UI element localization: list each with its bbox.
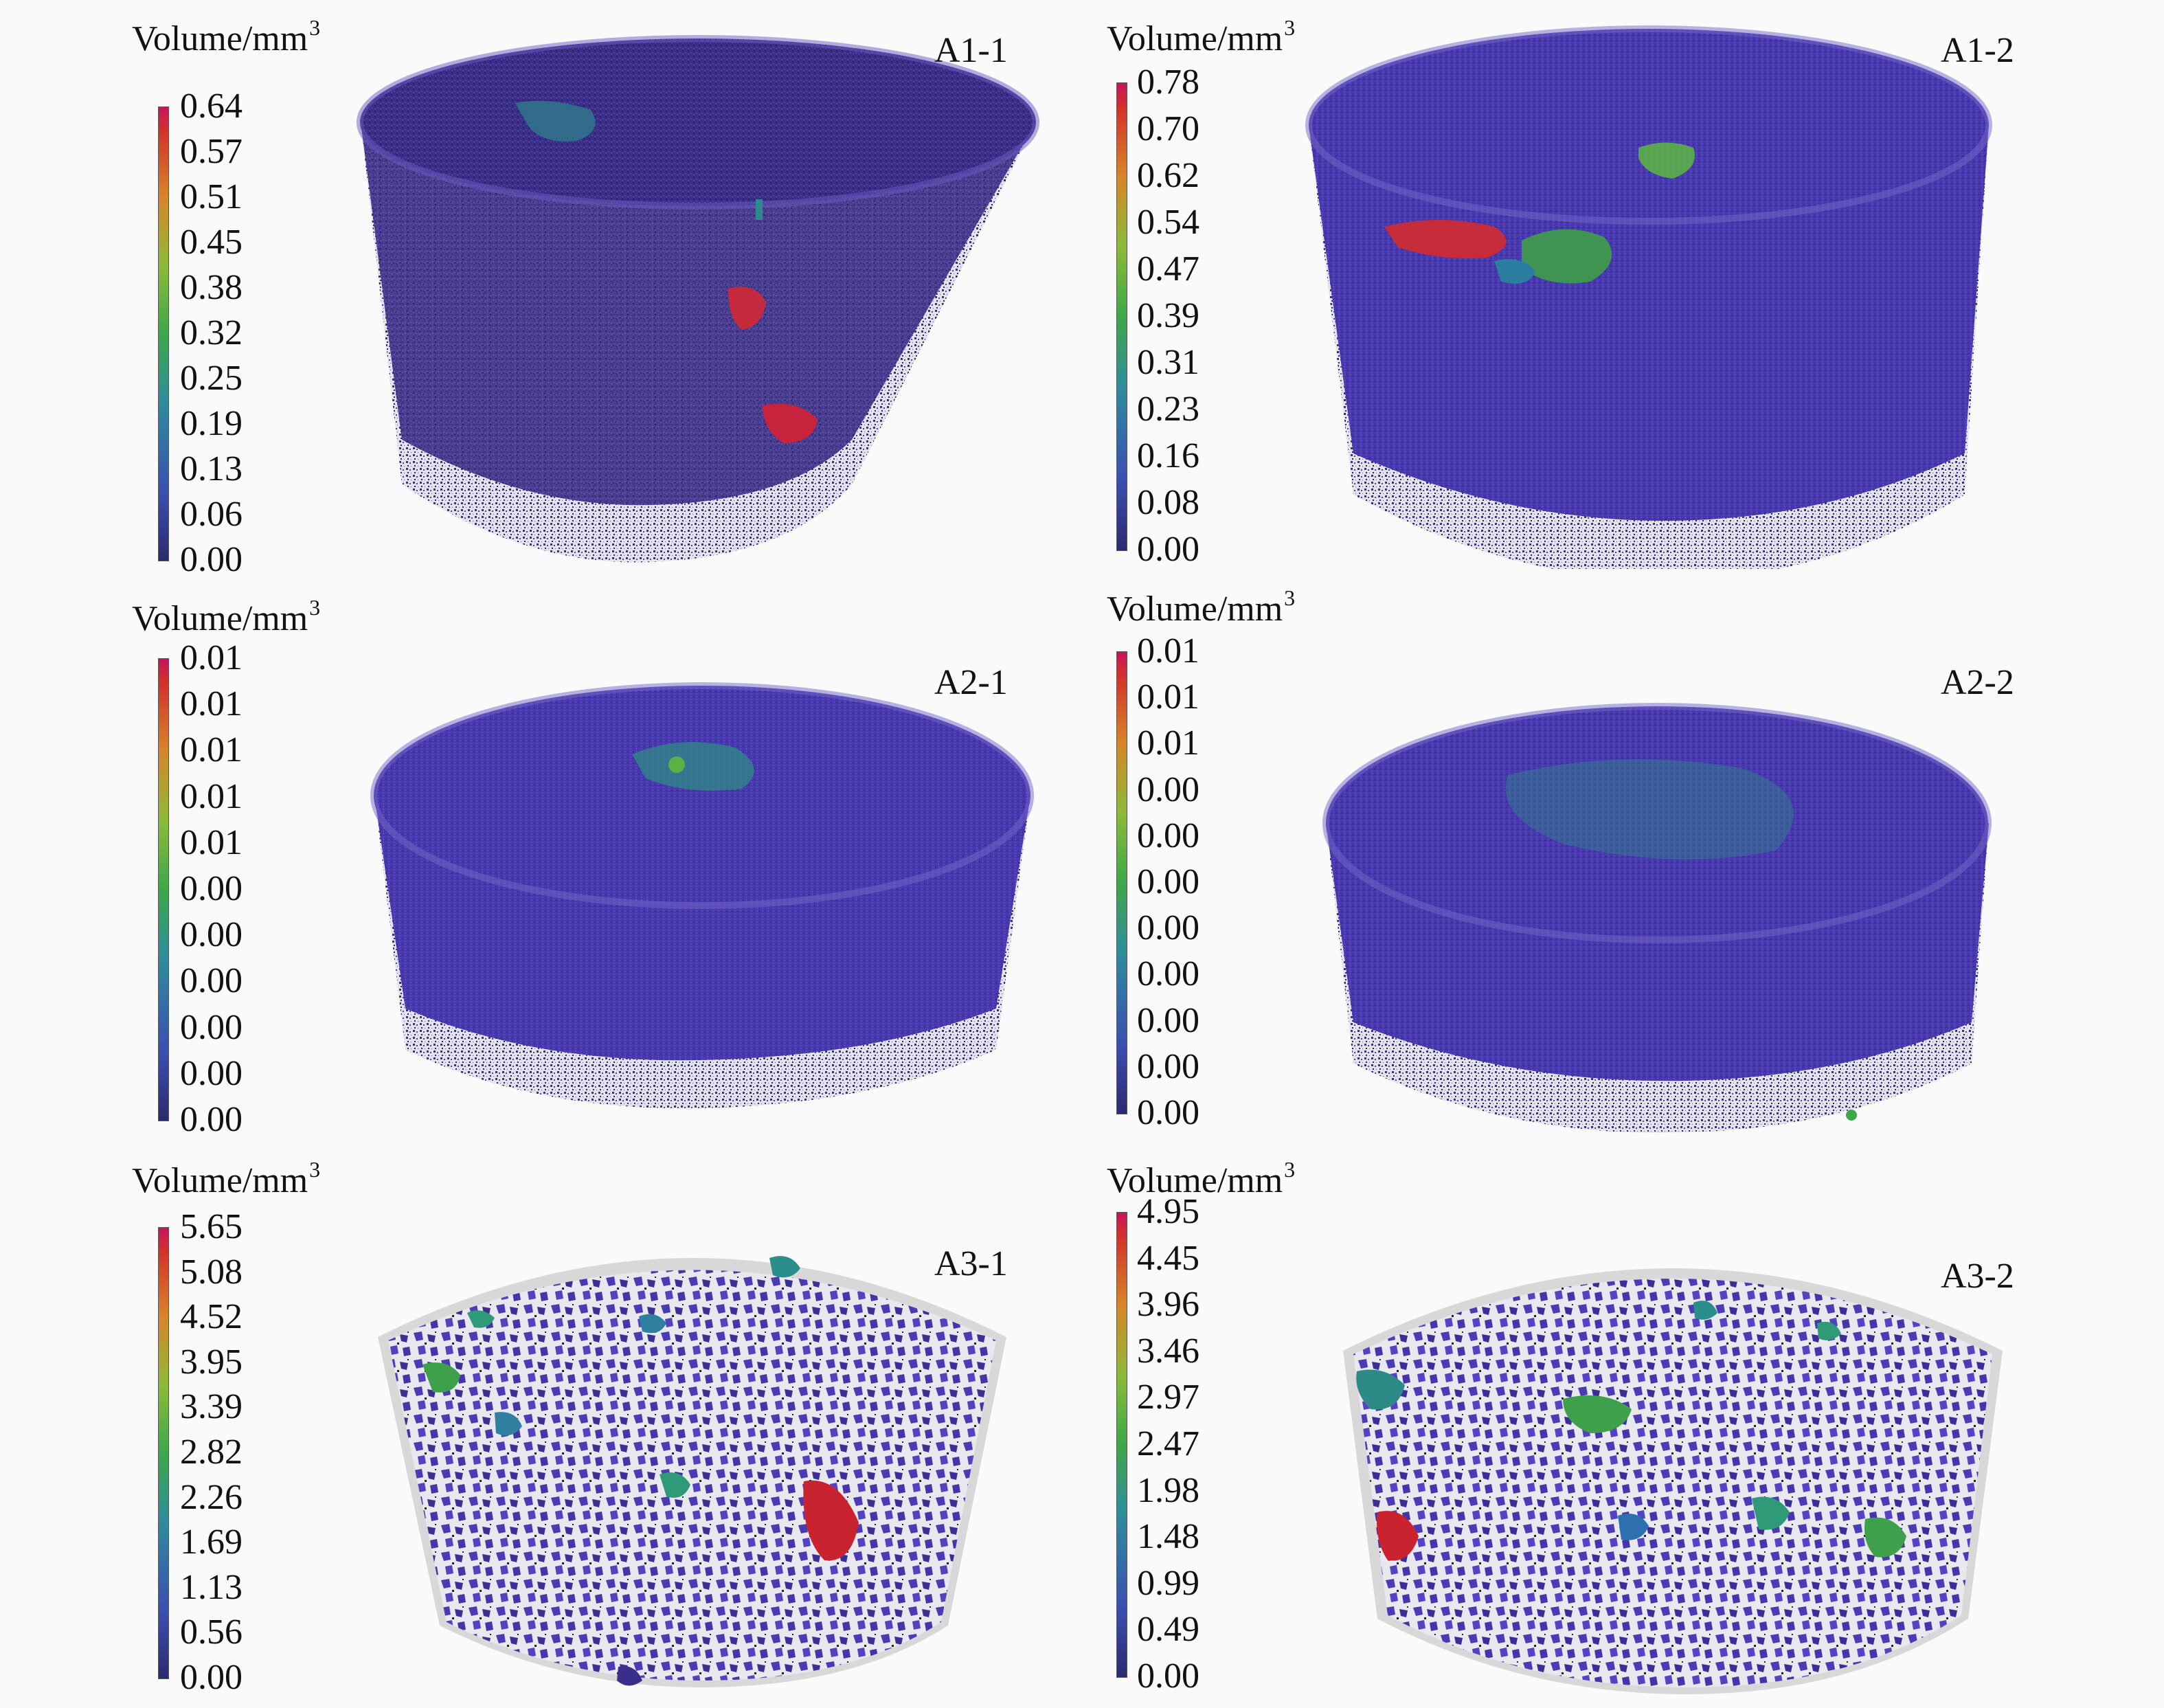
colorbar-tick: 0.56: [180, 1613, 243, 1652]
colorbar-tick: 0.00: [1137, 1001, 1199, 1040]
colorbar-tick: 0.00: [180, 915, 243, 954]
colorbar: [1116, 82, 1127, 551]
colorbar-tick: 0.01: [180, 823, 243, 862]
colorbar-tick: 0.19: [180, 404, 243, 443]
sample-id: A3-2: [1941, 1257, 2014, 1296]
colorbar-tick: 0.00: [180, 1658, 243, 1697]
colorbar-tick: 0.00: [1137, 1656, 1199, 1696]
colorbar-tick: 0.51: [180, 177, 243, 216]
colorbar-tick: 4.95: [1137, 1192, 1199, 1231]
colorbar: [1116, 1212, 1127, 1678]
colorbar-tick: 2.26: [180, 1478, 243, 1517]
colorbar-tick: 4.52: [180, 1297, 243, 1336]
sample-id: A2-2: [1941, 663, 2014, 702]
pore-render-a1-2: [1305, 25, 1992, 569]
colorbar-tick: 2.47: [1137, 1424, 1199, 1463]
sample-id: A2-1: [934, 663, 1008, 702]
colorbar-tick: 0.78: [1137, 63, 1199, 102]
colorbar-tick: 0.00: [1137, 1093, 1199, 1132]
volume-axis-label: Volume/mm3: [1107, 585, 1296, 629]
colorbar-tick: 0.25: [180, 359, 243, 398]
volume-axis-label: Volume/mm3: [132, 595, 321, 638]
colorbar-tick: 0.62: [1137, 156, 1199, 195]
colorbar-tick: 0.01: [1137, 631, 1199, 671]
panel-a1-1: Volume/mm3 0.64 0.57 0.51 0.45 0.38 0.32…: [0, 0, 1082, 578]
panel-a2-2: Volume/mm3 0.01 0.01 0.01 0.00 0.00 0.00…: [1082, 569, 2164, 1138]
colorbar-tick: 0.00: [180, 1054, 243, 1093]
colorbar-tick: 0.13: [180, 449, 243, 488]
colorbar-tick: 0.57: [180, 132, 243, 171]
colorbar-tick: 0.32: [180, 313, 243, 352]
colorbar-tick: 0.00: [1137, 530, 1199, 569]
colorbar-tick: 1.98: [1137, 1471, 1199, 1510]
colorbar-tick: 0.39: [1137, 296, 1199, 335]
volume-axis-label: Volume/mm3: [132, 1157, 321, 1200]
colorbar-tick: 0.01: [1137, 677, 1199, 717]
colorbar-tick: 0.23: [1137, 390, 1199, 429]
colorbar-tick: 0.01: [180, 730, 243, 769]
colorbar-tick: 0.47: [1137, 249, 1199, 289]
colorbar: [158, 658, 169, 1121]
colorbar-tick: 0.01: [180, 777, 243, 816]
colorbar-tick: 2.97: [1137, 1378, 1199, 1417]
colorbar-tick: 3.95: [180, 1342, 243, 1382]
colorbar-tick: 0.00: [1137, 1047, 1199, 1086]
colorbar-tick: 3.96: [1137, 1285, 1199, 1324]
colorbar-tick: 1.48: [1137, 1517, 1199, 1556]
colorbar-tick: 0.45: [180, 223, 243, 262]
volume-axis-label: Volume/mm3: [1107, 15, 1296, 58]
colorbar-tick: 0.00: [180, 961, 243, 1000]
volume-axis-label: Volume/mm3: [132, 15, 321, 58]
colorbar-tick: 0.01: [1137, 723, 1199, 763]
colorbar-tick: 0.00: [180, 1100, 243, 1139]
sample-id: A1-1: [934, 31, 1008, 70]
colorbar-tick: 0.00: [180, 540, 243, 579]
sample-id: A1-2: [1941, 31, 2014, 70]
panel-a2-1: Volume/mm3 0.01 0.01 0.01 0.01 0.01 0.00…: [0, 569, 1082, 1138]
sample-id: A3-1: [934, 1244, 1008, 1283]
colorbar: [1116, 651, 1127, 1114]
colorbar-tick: 0.00: [1137, 862, 1199, 901]
colorbar-tick: 0.00: [1137, 816, 1199, 855]
colorbar-tick: 0.16: [1137, 436, 1199, 475]
colorbar-tick: 0.00: [180, 869, 243, 908]
pore-render-a2-1: [370, 682, 1034, 1109]
colorbar-tick: 3.39: [180, 1387, 243, 1426]
colorbar-tick: 0.00: [1137, 954, 1199, 993]
colorbar-tick: 1.69: [180, 1522, 243, 1562]
pore-render-a1-1: [357, 35, 1039, 563]
colorbar-tick: 0.00: [180, 1008, 243, 1047]
pore-render-a2-2: [1322, 703, 1992, 1133]
colorbar-tick: 0.64: [180, 87, 243, 126]
colorbar: [158, 106, 169, 561]
colorbar-tick: 5.65: [180, 1207, 243, 1246]
volume-axis-label: Volume/mm3: [1107, 1157, 1296, 1200]
colorbar: [158, 1227, 169, 1679]
colorbar-tick: 3.46: [1137, 1331, 1199, 1371]
colorbar-tick: 2.82: [180, 1432, 243, 1472]
pore-render-a3-2: [1343, 1268, 2003, 1694]
panel-a3-1: Volume/mm3 5.65 5.08 4.52 3.95 3.39 2.82…: [0, 1138, 1082, 1708]
pore-render-a3-1: [378, 1256, 1006, 1687]
colorbar-tick: 0.49: [1137, 1610, 1199, 1649]
colorbar-tick: 0.01: [180, 638, 243, 677]
colorbar-tick: 0.08: [1137, 483, 1199, 522]
colorbar-tick: 1.13: [180, 1568, 243, 1607]
colorbar-tick: 0.99: [1137, 1564, 1199, 1603]
colorbar-tick: 0.00: [1137, 770, 1199, 809]
colorbar-tick: 0.06: [180, 495, 243, 534]
colorbar-tick: 0.00: [1137, 908, 1199, 947]
colorbar-tick: 0.01: [180, 684, 243, 723]
panel-a1-2: Volume/mm3 0.78 0.70 0.62 0.54 0.47 0.39…: [1082, 0, 2164, 569]
colorbar-tick: 0.54: [1137, 203, 1199, 242]
colorbar-tick: 0.31: [1137, 343, 1199, 382]
colorbar-tick: 5.08: [180, 1252, 243, 1292]
colorbar-tick: 4.45: [1137, 1239, 1199, 1278]
panel-a3-2: Volume/mm3 4.95 4.45 3.96 3.46 2.97 2.47…: [1082, 1138, 2164, 1708]
colorbar-tick: 0.70: [1137, 109, 1199, 148]
colorbar-tick: 0.38: [180, 268, 243, 307]
